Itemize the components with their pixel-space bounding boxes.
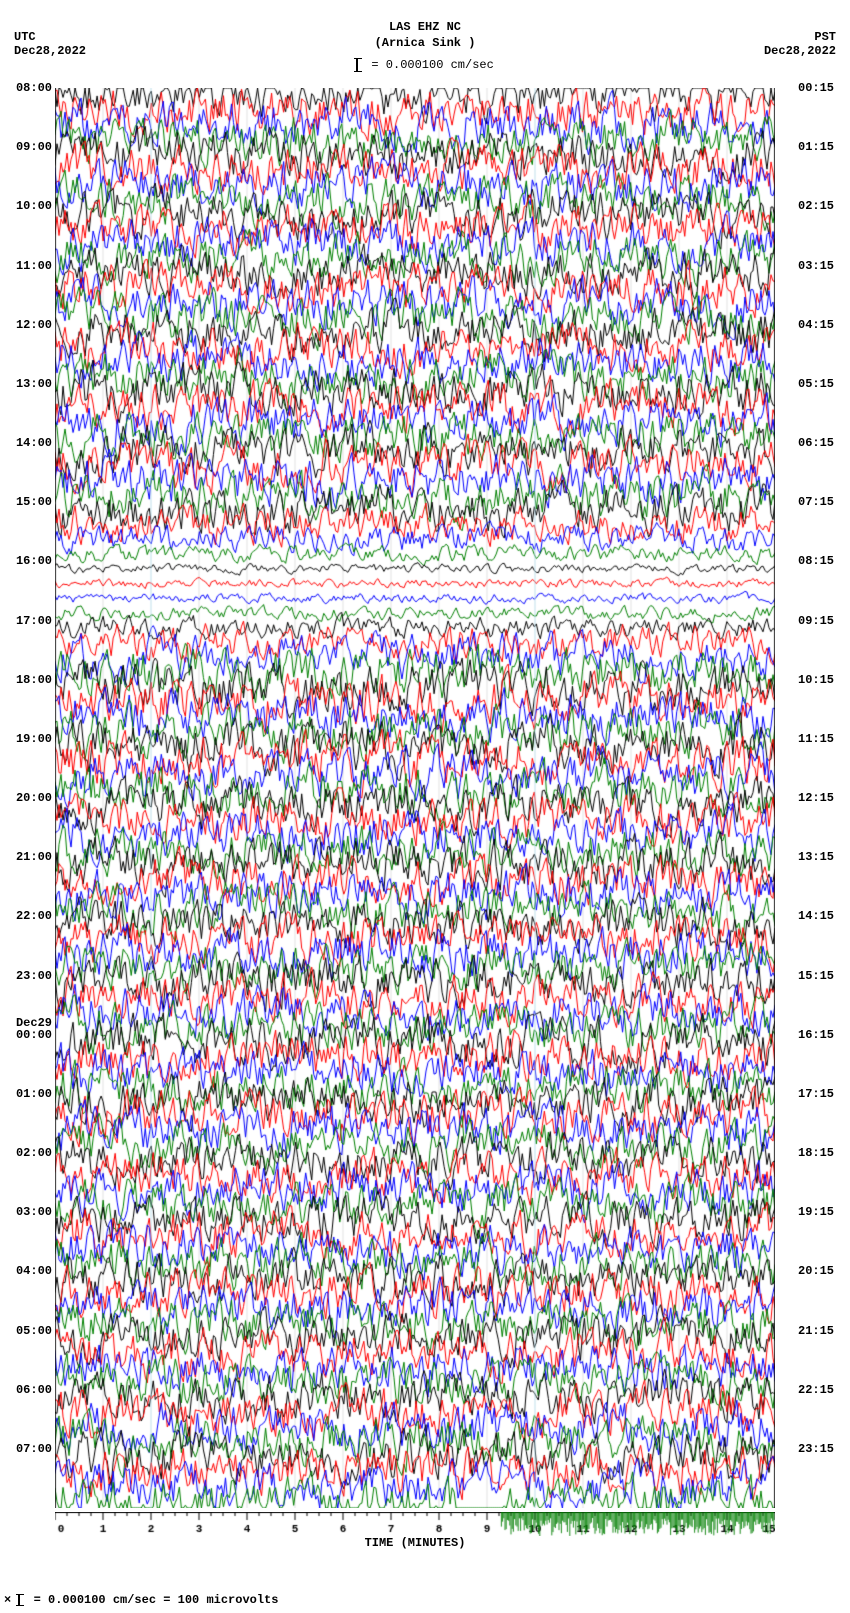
right-hour-label: 23:15	[798, 1443, 848, 1455]
scale-text: = 0.000100 cm/sec	[371, 58, 493, 72]
right-hour-label: 11:15	[798, 733, 848, 745]
left-hour-label: 11:00	[2, 260, 52, 272]
left-hour-labels: 08:0009:0010:0011:0012:0013:0014:0015:00…	[2, 88, 52, 1508]
right-hour-label: 09:15	[798, 615, 848, 627]
x-axis: TIME (MINUTES)	[55, 1512, 775, 1562]
left-hour-label: 10:00	[2, 200, 52, 212]
right-hour-label: 12:15	[798, 792, 848, 804]
right-hour-label: 13:15	[798, 851, 848, 863]
left-hour-label: 21:00	[2, 851, 52, 863]
seismogram-page: UTC Dec28,2022 PST Dec28,2022 LAS EHZ NC…	[0, 0, 850, 1613]
footer: × = 0.000100 cm/sec = 100 microvolts	[4, 1593, 278, 1607]
left-hour-label: 22:00	[2, 910, 52, 922]
right-hour-label: 01:15	[798, 141, 848, 153]
right-hour-label: 00:15	[798, 82, 848, 94]
right-hour-label: 21:15	[798, 1325, 848, 1337]
right-hour-label: 08:15	[798, 555, 848, 567]
right-hour-label: 02:15	[798, 200, 848, 212]
left-hour-label: 18:00	[2, 674, 52, 686]
right-hour-label: 15:15	[798, 970, 848, 982]
right-hour-label: 05:15	[798, 378, 848, 390]
left-hour-label: 16:00	[2, 555, 52, 567]
left-hour-label: 14:00	[2, 437, 52, 449]
left-hour-label: 04:00	[2, 1265, 52, 1277]
right-hour-label: 16:15	[798, 1029, 848, 1041]
station-name: (Arnica Sink )	[0, 36, 850, 52]
footer-text: = 0.000100 cm/sec = 100 microvolts	[34, 1593, 279, 1607]
station-id: LAS EHZ NC	[0, 20, 850, 36]
left-hour-label: 09:00	[2, 141, 52, 153]
left-hour-label: 05:00	[2, 1325, 52, 1337]
right-hour-label: 14:15	[798, 910, 848, 922]
right-hour-label: 20:15	[798, 1265, 848, 1277]
right-hour-label: 17:15	[798, 1088, 848, 1100]
right-hour-label: 19:15	[798, 1206, 848, 1218]
left-hour-label: 03:00	[2, 1206, 52, 1218]
right-hour-label: 18:15	[798, 1147, 848, 1159]
left-hour-label: 20:00	[2, 792, 52, 804]
left-hour-label: Dec2900:00	[2, 1017, 52, 1041]
left-hour-label: 12:00	[2, 319, 52, 331]
title-block: LAS EHZ NC (Arnica Sink )	[0, 20, 850, 51]
right-hour-label: 06:15	[798, 437, 848, 449]
left-hour-label: 02:00	[2, 1147, 52, 1159]
x-axis-title: TIME (MINUTES)	[55, 1536, 775, 1550]
left-hour-label: 23:00	[2, 970, 52, 982]
scale-block: = 0.000100 cm/sec	[0, 58, 850, 72]
left-hour-label: 15:00	[2, 496, 52, 508]
plot-frame	[55, 88, 775, 1508]
x-axis-canvas	[55, 1512, 775, 1536]
right-hour-label: 07:15	[798, 496, 848, 508]
seismogram-canvas	[55, 88, 775, 1508]
right-hour-label: 22:15	[798, 1384, 848, 1396]
left-hour-label: 07:00	[2, 1443, 52, 1455]
left-hour-label: 08:00	[2, 82, 52, 94]
right-hour-label: 04:15	[798, 319, 848, 331]
scale-bar-icon	[356, 58, 358, 72]
right-hour-label: 03:15	[798, 260, 848, 272]
left-hour-label: 13:00	[2, 378, 52, 390]
header: LAS EHZ NC (Arnica Sink ) = 0.000100 cm/…	[0, 20, 850, 80]
left-hour-label: 17:00	[2, 615, 52, 627]
left-hour-label: 19:00	[2, 733, 52, 745]
left-hour-label: 01:00	[2, 1088, 52, 1100]
footer-scale-bar-icon	[18, 1594, 20, 1606]
right-hour-labels: 00:1501:1502:1503:1504:1505:1506:1507:15…	[798, 88, 848, 1508]
left-hour-label: 06:00	[2, 1384, 52, 1396]
right-hour-label: 10:15	[798, 674, 848, 686]
